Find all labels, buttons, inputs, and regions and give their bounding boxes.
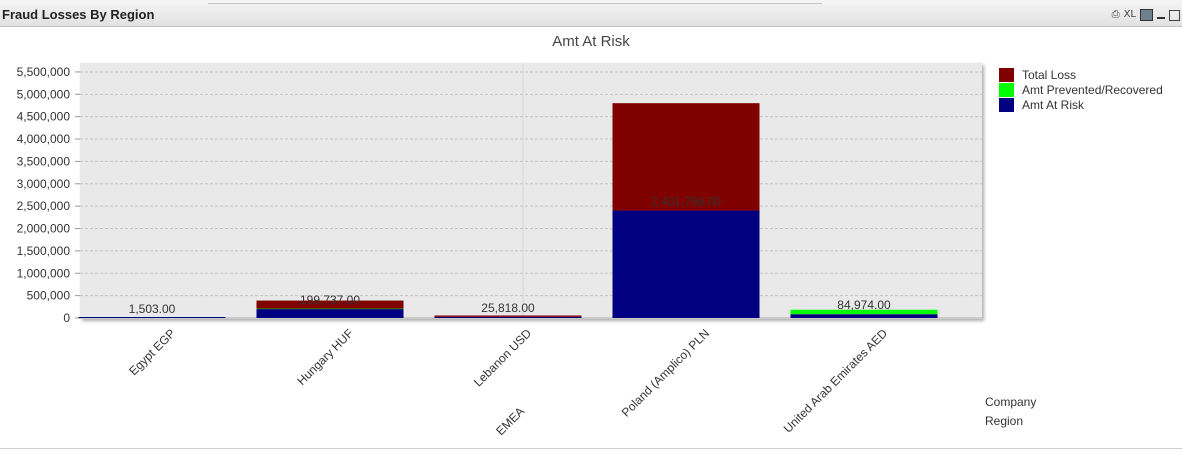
data-label: 25,818.00 [481, 301, 535, 315]
y-tick-label: 3,500,000 [17, 154, 71, 168]
data-label: 1,503.00 [129, 302, 176, 316]
tab-strip-segment [208, 0, 390, 4]
chart-window-title: Fraud Losses By Region [2, 7, 155, 22]
print-icon[interactable]: ⎙ [1111, 9, 1120, 20]
y-tick-label: 2,500,000 [17, 199, 71, 213]
bar-segment-amt-at-risk[interactable] [612, 210, 760, 318]
x-tick-label[interactable]: Lebanon USD [471, 326, 534, 389]
y-tick-label: 4,000,000 [17, 132, 71, 146]
legend-label[interactable]: Amt Prevented/Recovered [1022, 83, 1163, 97]
y-tick-label: 5,000,000 [17, 87, 71, 101]
grid-lines [80, 71, 982, 297]
y-tick-label: 2,000,000 [17, 222, 71, 236]
object-caption-bar[interactable]: Fraud Losses By Region ⎙ XL [0, 4, 1182, 27]
tab-strip-segment [652, 0, 822, 4]
bar-segment-amt-at-risk[interactable] [78, 317, 226, 318]
y-tick-label: 3,000,000 [17, 177, 71, 191]
chart-title: Amt At Risk [552, 33, 630, 50]
caption-icon-group: ⎙ XL [1112, 8, 1180, 22]
legend-swatch [999, 68, 1014, 82]
company-dimension-label[interactable]: Company [985, 395, 1036, 409]
y-tick-label: 1,000,000 [17, 266, 71, 280]
y-tick-label: 0 [63, 311, 70, 325]
bars-group[interactable] [78, 103, 938, 318]
xl-icon[interactable]: XL [1123, 9, 1136, 20]
bottom-border [0, 448, 1182, 449]
x-tick-label[interactable]: Poland (Amplico) PLN [619, 326, 712, 419]
chart-toggle-icon[interactable] [1140, 9, 1153, 21]
top-strip [0, 0, 1182, 4]
data-label: 199,737.00 [300, 293, 360, 307]
bar-segment-total-loss[interactable] [434, 315, 582, 317]
x-tick-label[interactable]: Egypt EGP [126, 326, 178, 378]
x-tick-label[interactable]: Hungary HUF [294, 326, 356, 388]
legend-label[interactable]: Total Loss [1022, 68, 1076, 82]
legend-label[interactable]: Amt At Risk [1022, 98, 1085, 112]
bar-segment-amt-prevented-recovered[interactable] [790, 309, 938, 315]
data-labels-group: 1,503.00 199,737.00 25,818.00 2,401,796.00 8… [129, 195, 891, 316]
y-tick-label: 1,500,000 [17, 244, 71, 258]
region-dimension-label[interactable]: Region [985, 414, 1023, 428]
bar-segment-total-loss[interactable] [256, 300, 404, 309]
data-label: 84,974.00 [837, 298, 891, 312]
x-tick-label[interactable]: United Arab Emirates AED [781, 326, 891, 436]
chart-area: Amt At Risk 0 500,000 1,000,000 1,500,000 2,… [17, 33, 1163, 438]
minimize-icon[interactable] [1157, 17, 1165, 19]
bar-segment-amt-at-risk[interactable] [434, 316, 582, 318]
maximize-icon[interactable] [1169, 9, 1180, 21]
region-value-label[interactable]: EMEA [493, 404, 527, 438]
legend-swatch [999, 83, 1014, 97]
y-tick-label: 500,000 [27, 289, 71, 303]
data-label: 2,401,796.00 [651, 195, 721, 209]
bar-segment-amt-at-risk[interactable] [256, 309, 404, 318]
y-tick-label: 5,500,000 [17, 65, 71, 79]
bar-segment-amt-at-risk[interactable] [790, 314, 938, 318]
legend-swatch [999, 98, 1014, 112]
plot-background [80, 63, 982, 319]
tab-strip-segment [390, 0, 652, 4]
bar-segment-total-loss[interactable] [612, 103, 760, 211]
y-tick-label: 4,500,000 [17, 110, 71, 124]
